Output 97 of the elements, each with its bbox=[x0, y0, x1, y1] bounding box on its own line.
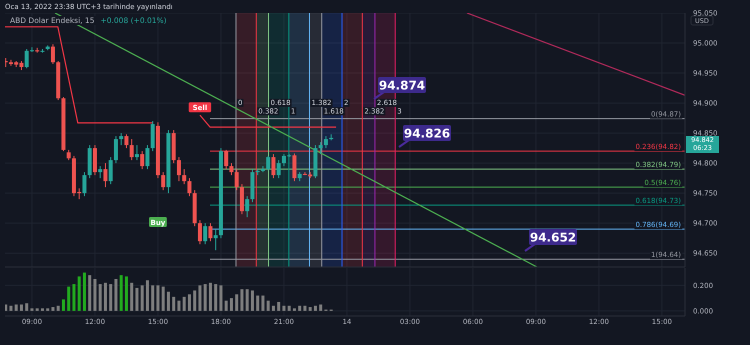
bar bbox=[5, 304, 8, 311]
bar bbox=[124, 276, 128, 311]
candlestick bbox=[24, 48, 29, 69]
candlestick bbox=[103, 162, 108, 188]
bar bbox=[230, 298, 233, 311]
candlestick bbox=[266, 155, 270, 171]
candlestick bbox=[187, 178, 192, 197]
candlestick bbox=[98, 166, 102, 179]
candlestick bbox=[66, 149, 71, 161]
bar bbox=[256, 296, 260, 311]
bar bbox=[224, 300, 228, 311]
candlestick bbox=[214, 228, 218, 251]
bar bbox=[272, 306, 275, 311]
bar bbox=[314, 306, 317, 311]
candlestick bbox=[271, 154, 276, 179]
bar bbox=[298, 306, 302, 311]
candlestick bbox=[130, 138, 134, 161]
candlestick bbox=[208, 222, 212, 242]
candlestick bbox=[124, 134, 128, 149]
bar bbox=[198, 285, 202, 311]
candlestick bbox=[276, 160, 281, 179]
bar bbox=[40, 308, 44, 311]
bar bbox=[250, 290, 254, 311]
candlestick bbox=[176, 156, 181, 182]
bar bbox=[308, 307, 312, 311]
candlestick bbox=[298, 172, 302, 182]
bar bbox=[193, 290, 196, 311]
bar bbox=[135, 288, 138, 311]
bar bbox=[319, 304, 322, 311]
candlestick bbox=[108, 156, 113, 185]
bar bbox=[288, 306, 291, 311]
bar bbox=[114, 278, 118, 311]
candlestick bbox=[114, 136, 118, 164]
bar bbox=[204, 284, 207, 311]
candlestick bbox=[145, 144, 150, 170]
bar bbox=[14, 304, 18, 311]
candlestick bbox=[245, 196, 250, 218]
bar bbox=[67, 286, 70, 311]
candlestick bbox=[182, 168, 186, 185]
candlestick bbox=[292, 153, 296, 182]
bar bbox=[261, 296, 264, 311]
bar bbox=[292, 308, 296, 311]
bar bbox=[98, 284, 102, 311]
candlestick bbox=[82, 172, 86, 197]
bar bbox=[25, 303, 28, 311]
candlestick bbox=[161, 172, 166, 191]
bar bbox=[20, 304, 23, 311]
bar bbox=[235, 294, 238, 311]
candlestick bbox=[234, 168, 239, 191]
bar bbox=[240, 289, 244, 311]
candlestick bbox=[50, 44, 55, 65]
candlestick bbox=[198, 220, 202, 245]
bar bbox=[62, 299, 65, 311]
bar bbox=[156, 285, 160, 311]
bar bbox=[146, 280, 149, 311]
bar bbox=[172, 296, 176, 311]
candlestick bbox=[318, 142, 323, 155]
bar bbox=[109, 284, 112, 311]
annotation: 94.826 bbox=[404, 126, 450, 140]
bar bbox=[93, 278, 96, 311]
bar bbox=[177, 300, 180, 311]
bar bbox=[30, 308, 34, 311]
bar bbox=[82, 272, 86, 311]
bar bbox=[266, 300, 270, 311]
candlestick bbox=[119, 132, 124, 146]
candlestick bbox=[324, 136, 328, 149]
bar bbox=[104, 282, 107, 311]
bar bbox=[282, 306, 286, 311]
bar bbox=[9, 306, 12, 311]
bar bbox=[72, 284, 76, 311]
bar bbox=[51, 307, 54, 311]
annotation: 94.874 bbox=[378, 78, 426, 92]
bar bbox=[88, 275, 92, 311]
bar bbox=[246, 289, 249, 311]
candlestick bbox=[140, 150, 144, 170]
candlestick bbox=[134, 144, 139, 161]
bar bbox=[56, 306, 60, 311]
bar bbox=[162, 286, 165, 311]
bar bbox=[214, 284, 218, 311]
bar bbox=[208, 282, 212, 311]
bar bbox=[188, 294, 191, 311]
bar bbox=[166, 292, 170, 311]
bar bbox=[46, 308, 50, 311]
bar bbox=[78, 276, 81, 311]
bar bbox=[120, 275, 123, 311]
bar bbox=[277, 302, 280, 311]
bar bbox=[303, 306, 306, 311]
bar bbox=[36, 308, 39, 311]
bar bbox=[182, 296, 186, 311]
annotation: 94.652 bbox=[530, 230, 576, 244]
bar bbox=[151, 285, 154, 311]
candlestick bbox=[229, 162, 234, 176]
bar bbox=[219, 285, 222, 311]
candlestick bbox=[224, 149, 228, 170]
candlestick bbox=[203, 222, 208, 245]
bar bbox=[140, 285, 144, 311]
bar bbox=[130, 282, 134, 311]
